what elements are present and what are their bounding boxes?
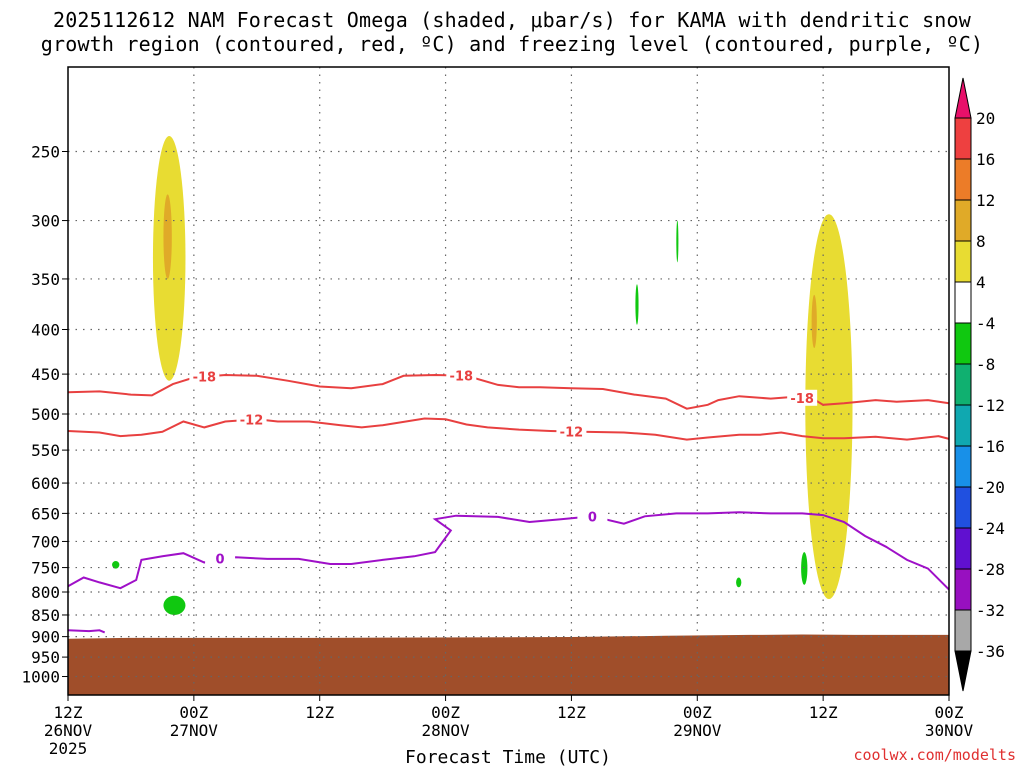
contour-line bbox=[67, 629, 106, 634]
x-tick-label: 12Z bbox=[54, 703, 83, 722]
x-tick-label: 26NOV bbox=[44, 721, 93, 740]
colorbar-label: -8 bbox=[976, 355, 995, 374]
terrain-area bbox=[68, 634, 949, 695]
contour-lines: -18 -18 -18 -12 -12 0 0 bbox=[67, 367, 950, 634]
x-tick-label: 28NOV bbox=[421, 721, 470, 740]
x-axis-label: Forecast Time (UTC) bbox=[405, 747, 611, 768]
omega-shaded-region bbox=[163, 595, 186, 615]
contour-label-bg bbox=[556, 423, 587, 440]
colorbar-segment bbox=[954, 240, 972, 283]
omega-shaded-region bbox=[736, 577, 742, 588]
omega-shaded-region bbox=[163, 194, 172, 279]
y-tick-label: 450 bbox=[31, 365, 60, 384]
contour-label: -18 bbox=[790, 392, 814, 407]
colorbar-segment bbox=[954, 486, 972, 529]
contour-label: -18 bbox=[193, 371, 217, 386]
colorbar-label: 8 bbox=[976, 232, 986, 251]
colorbar-label: -4 bbox=[976, 314, 995, 333]
colorbar-segment bbox=[954, 527, 972, 570]
colorbar-label: -36 bbox=[976, 642, 1005, 661]
colorbar-label: -16 bbox=[976, 437, 1005, 456]
y-tick-label: 800 bbox=[31, 583, 60, 602]
y-tick-label: 850 bbox=[31, 606, 60, 625]
x-tick-label: 29NOV bbox=[673, 721, 722, 740]
colorbar: 20 16 12 8 4 -4 -8 -12 -16 -20 -24 -28 -32 -36 bbox=[954, 77, 1005, 692]
colorbar-label: 4 bbox=[976, 273, 986, 292]
omega-shaded-region bbox=[676, 220, 679, 263]
colorbar-segment bbox=[954, 404, 972, 447]
colorbar-segment bbox=[954, 363, 972, 406]
y-tick-label: 650 bbox=[31, 504, 60, 523]
x-tick-label: 12Z bbox=[305, 703, 334, 722]
title-line-2: growth region (contoured, red, ºC) and f… bbox=[40, 32, 984, 56]
y-tick-label: 550 bbox=[31, 441, 60, 460]
colorbar-segment bbox=[954, 158, 972, 201]
x-tick-label: 00Z bbox=[431, 703, 460, 722]
terrain-below-ground bbox=[68, 634, 949, 695]
y-axis-ticks: 250 300 350 400 450 500 550 600 650 700 750 800 850 9… bbox=[21, 143, 68, 687]
colorbar-top-arrow bbox=[954, 77, 972, 119]
colorbar-segment bbox=[954, 322, 972, 365]
credit-text: coolwx.com/modelts bbox=[853, 746, 1016, 764]
colorbar-segment bbox=[954, 568, 972, 611]
chart-title: 2025112612 NAM Forecast Omega (shaded, μ… bbox=[0, 8, 1024, 56]
contour-label-bg bbox=[446, 367, 477, 384]
y-tick-label: 900 bbox=[31, 628, 60, 647]
y-tick-label: 250 bbox=[31, 143, 60, 162]
x-tick-label: 12Z bbox=[557, 703, 586, 722]
colorbar-label: 12 bbox=[976, 191, 995, 210]
colorbar-label: -24 bbox=[976, 519, 1005, 538]
omega-shaded-region bbox=[635, 284, 639, 325]
contour-label-bg bbox=[189, 368, 220, 385]
contour-label-bg bbox=[236, 411, 267, 428]
omega-shading bbox=[112, 136, 853, 615]
y-tick-label: 300 bbox=[31, 212, 60, 231]
y-tick-label: 500 bbox=[31, 405, 60, 424]
y-tick-label: 700 bbox=[31, 532, 60, 551]
y-tick-label: 350 bbox=[31, 270, 60, 289]
colorbar-segment bbox=[954, 609, 972, 652]
x-tick-label: 2025 bbox=[49, 739, 88, 758]
contour-label-bg bbox=[205, 550, 236, 567]
colorbar-label: -20 bbox=[976, 478, 1005, 497]
colorbar-bottom-arrow bbox=[954, 650, 972, 692]
contour-label-bg bbox=[787, 389, 818, 406]
colorbar-label: -32 bbox=[976, 601, 1005, 620]
y-tick-label: 600 bbox=[31, 474, 60, 493]
y-tick-label: 400 bbox=[31, 321, 60, 340]
plot-frame bbox=[67, 66, 950, 696]
colorbar-segment bbox=[954, 199, 972, 242]
omega-shaded-region bbox=[811, 294, 817, 348]
omega-shaded-region bbox=[805, 214, 853, 600]
contour-label: -12 bbox=[240, 414, 264, 429]
x-tick-label: 30NOV bbox=[925, 721, 974, 740]
colorbar-segment bbox=[954, 281, 972, 324]
contour-label: 0 bbox=[588, 510, 597, 525]
x-tick-label: 00Z bbox=[179, 703, 208, 722]
contour-line bbox=[67, 511, 950, 591]
x-tick-label: 27NOV bbox=[170, 721, 219, 740]
contour-line bbox=[67, 417, 950, 441]
colorbar-label: -28 bbox=[976, 560, 1005, 579]
y-tick-label: 750 bbox=[31, 559, 60, 578]
colorbar-label: 20 bbox=[976, 109, 995, 128]
x-tick-label: 00Z bbox=[683, 703, 712, 722]
colorbar-segment bbox=[954, 117, 972, 160]
colorbar-segment bbox=[954, 445, 972, 488]
x-tick-label: 00Z bbox=[935, 703, 964, 722]
omega-shaded-region bbox=[112, 560, 120, 569]
colorbar-label: 16 bbox=[976, 150, 995, 169]
contour-label: -18 bbox=[450, 370, 474, 385]
colorbar-label: -12 bbox=[976, 396, 1005, 415]
contour-label: -12 bbox=[560, 426, 584, 441]
y-tick-label: 950 bbox=[31, 648, 60, 667]
title-line-1: 2025112612 NAM Forecast Omega (shaded, μ… bbox=[52, 8, 972, 32]
x-tick-label: 12Z bbox=[809, 703, 838, 722]
contour-label: 0 bbox=[216, 553, 225, 568]
contour-label-bg bbox=[577, 508, 608, 525]
y-tick-label: 1000 bbox=[21, 668, 60, 687]
omega-shaded-region bbox=[801, 552, 808, 585]
